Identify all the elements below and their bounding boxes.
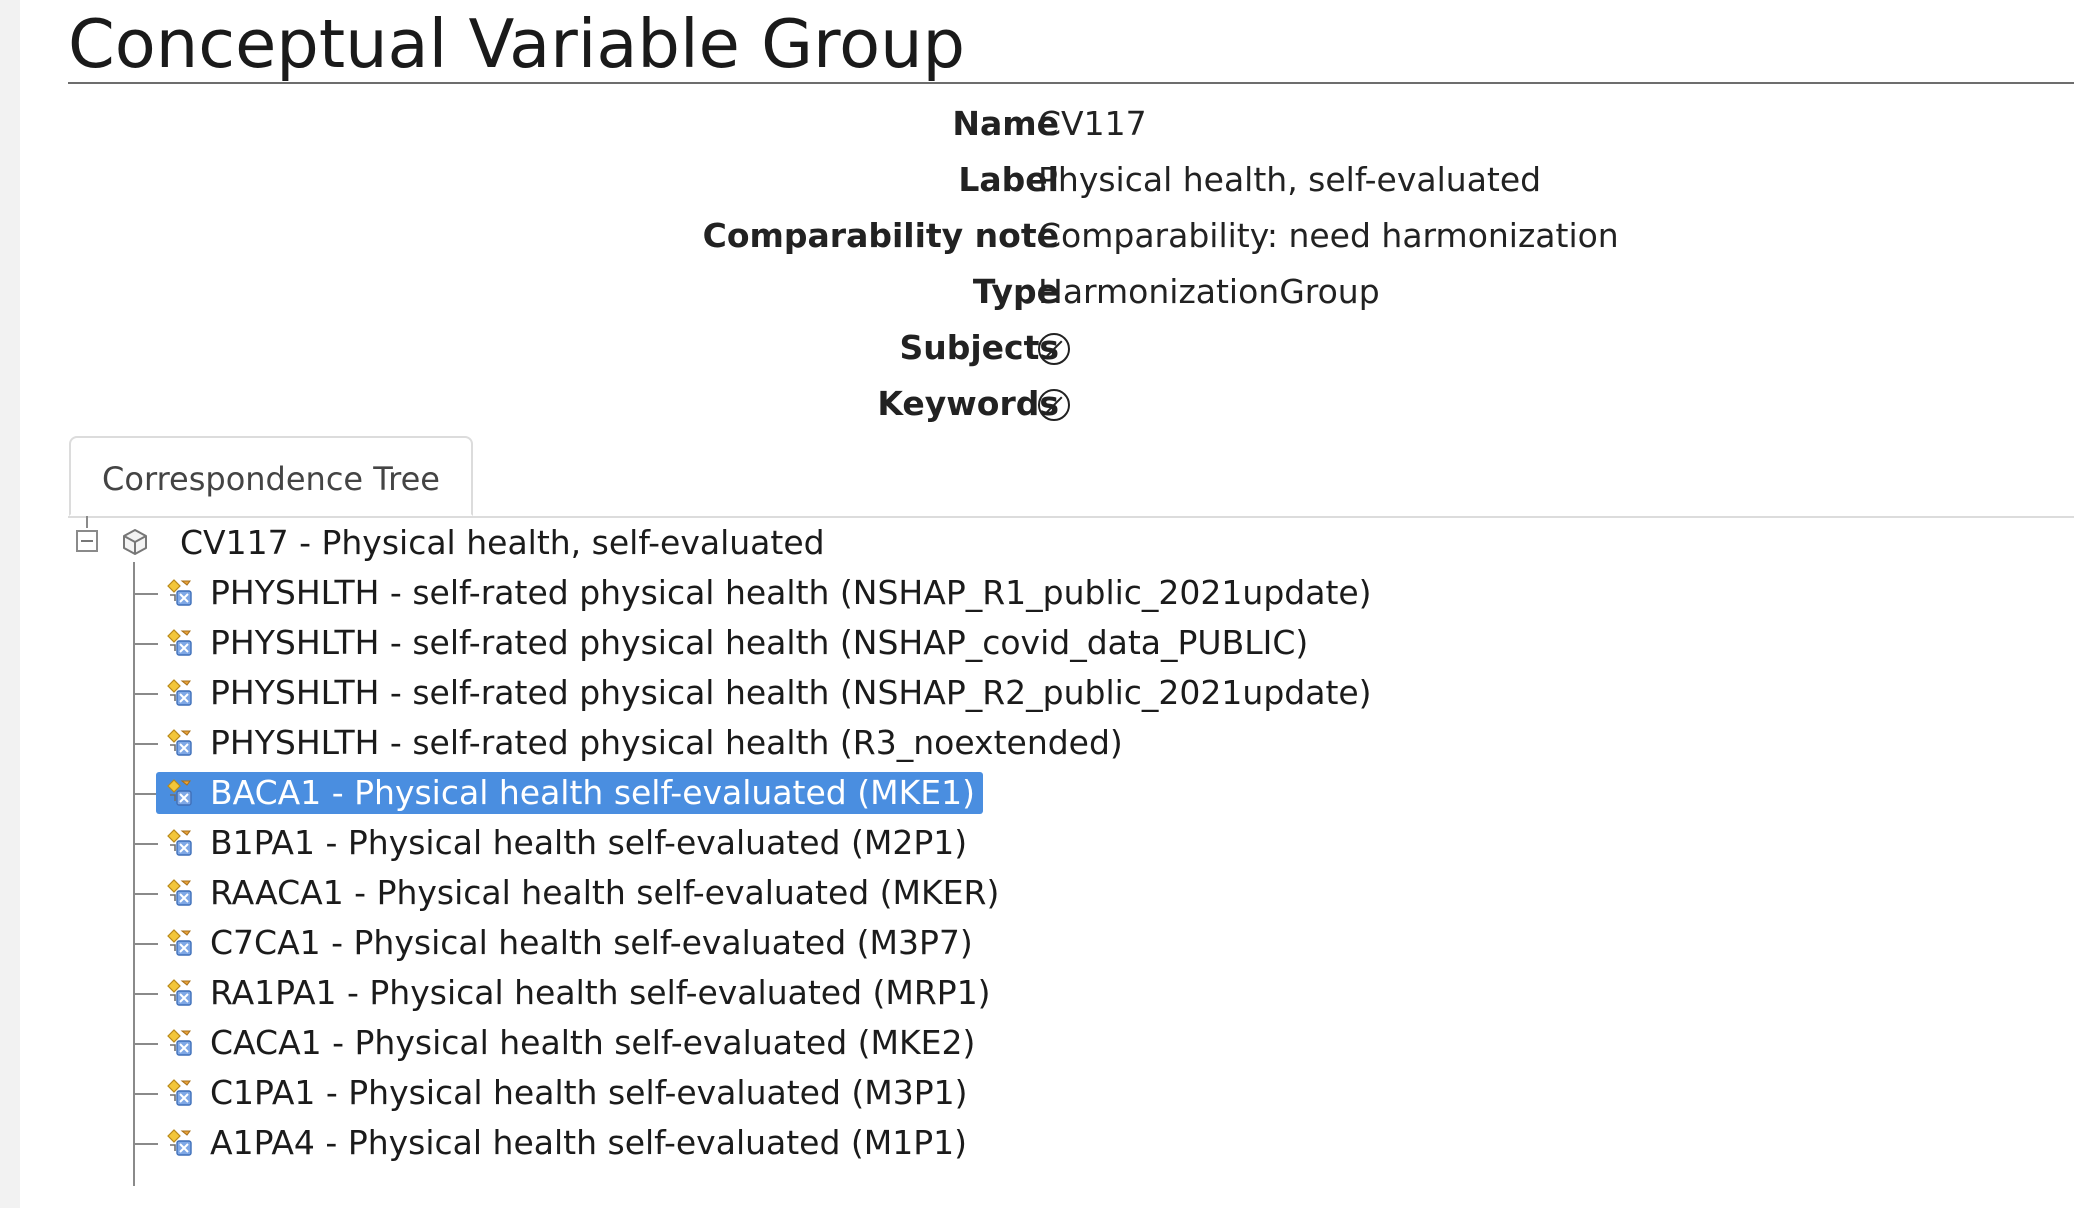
property-row-type: Type HarmonizationGroup (68, 266, 2074, 322)
tree-item-node[interactable]: PHYSHLTH - self-rated physical health (N… (156, 622, 1316, 664)
property-label: Name (952, 104, 1059, 143)
tree-item: C1PA1 - Physical health self-evaluated (… (68, 1068, 2074, 1118)
tree-connector (134, 593, 158, 595)
tree-item: PHYSHLTH - self-rated physical health (N… (68, 568, 2074, 618)
property-label: Type (972, 272, 1059, 311)
tree-item: RA1PA1 - Physical health self-evaluated … (68, 968, 2074, 1018)
tree-item-label: PHYSHLTH - self-rated physical health (R… (210, 723, 1123, 762)
tree-item-node[interactable]: PHYSHLTH - self-rated physical health (N… (156, 672, 1380, 714)
tree-item-label: CACA1 - Physical health self-evaluated (… (210, 1023, 976, 1062)
tree-item: A1PA4 - Physical health self-evaluated (… (68, 1118, 2074, 1168)
tree-item: BACA1 - Physical health self-evaluated (… (68, 768, 2074, 818)
tree-item: RAACA1 - Physical health self-evaluated … (68, 868, 2074, 918)
tree-item: PHYSHLTH - self-rated physical health (N… (68, 668, 2074, 718)
property-value: Comparability: need harmonization (1038, 216, 1619, 255)
property-label: Comparability note (702, 216, 1059, 255)
property-value: HarmonizationGroup (1038, 272, 1380, 311)
tree-item-label: PHYSHLTH - self-rated physical health (N… (210, 623, 1309, 662)
tree-connector (134, 943, 158, 945)
property-value: CV117 (1038, 104, 1147, 143)
tree-item-label: C7CA1 - Physical health self-evaluated (… (210, 923, 973, 962)
variable-icon (167, 1129, 192, 1156)
variable-icon (167, 679, 192, 706)
tree-connector (134, 993, 158, 995)
variable-icon (167, 629, 192, 656)
tree-item: C7CA1 - Physical health self-evaluated (… (68, 918, 2074, 968)
property-value-empty (1038, 322, 1070, 374)
property-row-label: Label Physical health, self-evaluated (68, 154, 2074, 210)
tree-item-label: RA1PA1 - Physical health self-evaluated … (210, 973, 991, 1012)
tree-item-label: PHYSHLTH - self-rated physical health (N… (210, 573, 1372, 612)
tree-children: PHYSHLTH - self-rated physical health (N… (68, 568, 2074, 1168)
tree-item: CACA1 - Physical health self-evaluated (… (68, 1018, 2074, 1068)
page-title: Conceptual Variable Group (68, 5, 966, 83)
property-label: Label (958, 160, 1059, 199)
property-row-name: Name CV117 (68, 98, 2074, 154)
tree-connector (134, 843, 158, 845)
cube-icon (123, 529, 147, 555)
tree-item-label: RAACA1 - Physical health self-evaluated … (210, 873, 1000, 912)
tree-connector (134, 793, 158, 795)
variable-icon (167, 879, 192, 906)
property-label: Keywords (877, 384, 1059, 423)
property-row-comparability-note: Comparability note Comparability: need h… (68, 210, 2074, 266)
property-value-empty (1038, 378, 1070, 430)
variable-icon (167, 1029, 192, 1056)
tree-item-node[interactable]: CACA1 - Physical health self-evaluated (… (156, 1022, 983, 1064)
tab-bar-border (68, 516, 2074, 518)
tree-item-label: C1PA1 - Physical health self-evaluated (… (210, 1073, 968, 1112)
tree-connector (134, 693, 158, 695)
property-label: Subjects (899, 328, 1059, 367)
variable-icon (167, 929, 192, 956)
none-icon (1038, 333, 1070, 365)
tree-item: B1PA1 - Physical health self-evaluated (… (68, 818, 2074, 868)
tree-item-selected[interactable]: BACA1 - Physical health self-evaluated (… (156, 772, 983, 814)
tree-connector (134, 1143, 158, 1145)
tree-item-node[interactable]: PHYSHLTH - self-rated physical health (N… (156, 572, 1380, 614)
tree-item-label: B1PA1 - Physical health self-evaluated (… (210, 823, 968, 862)
tree-item: PHYSHLTH - self-rated physical health (N… (68, 618, 2074, 668)
tree-connector (86, 512, 88, 528)
variable-icon (167, 579, 192, 606)
tree-item-label: PHYSHLTH - self-rated physical health (N… (210, 673, 1372, 712)
tree-item-node[interactable]: PHYSHLTH - self-rated physical health (R… (156, 722, 1131, 764)
property-list: Name CV117 Label Physical health, self-e… (68, 98, 2074, 434)
property-row-keywords: Keywords (68, 378, 2074, 434)
variable-icon (167, 829, 192, 856)
variable-icon (167, 779, 192, 806)
tree-root-label: CV117 - Physical health, self-evaluated (180, 523, 825, 562)
tree-item: PHYSHLTH - self-rated physical health (R… (68, 718, 2074, 768)
tree-item-node[interactable]: A1PA4 - Physical health self-evaluated (… (156, 1122, 975, 1164)
tab-correspondence-tree[interactable]: Correspondence Tree (69, 436, 473, 516)
none-icon (1038, 389, 1070, 421)
property-value: Physical health, self-evaluated (1038, 160, 1542, 199)
collapse-toggle-icon[interactable] (76, 530, 98, 552)
tree-connector (134, 643, 158, 645)
tree-connector (133, 562, 135, 1186)
tree-item-node[interactable]: RAACA1 - Physical health self-evaluated … (156, 872, 1007, 914)
tree-item-node[interactable]: C7CA1 - Physical health self-evaluated (… (156, 922, 981, 964)
tree-connector (134, 743, 158, 745)
variable-icon (167, 729, 192, 756)
variable-icon (167, 1079, 192, 1106)
tab-bar: Correspondence Tree (68, 436, 2074, 518)
left-rail (0, 0, 20, 1208)
tree-item-label: BACA1 - Physical health self-evaluated (… (210, 773, 975, 812)
tree-connector (134, 1093, 158, 1095)
tree-item-node[interactable]: C1PA1 - Physical health self-evaluated (… (156, 1072, 976, 1114)
tree-item-node[interactable]: RA1PA1 - Physical health self-evaluated … (156, 972, 999, 1014)
title-divider (68, 82, 2074, 84)
tree-item-label: A1PA4 - Physical health self-evaluated (… (210, 1123, 968, 1162)
variable-icon (167, 979, 192, 1006)
tree-connector (134, 893, 158, 895)
main-content: Conceptual Variable Group Name CV117 Lab… (68, 0, 2074, 1208)
tree-connector (134, 1043, 158, 1045)
property-row-subjects: Subjects (68, 322, 2074, 378)
tree-item-node[interactable]: B1PA1 - Physical health self-evaluated (… (156, 822, 975, 864)
